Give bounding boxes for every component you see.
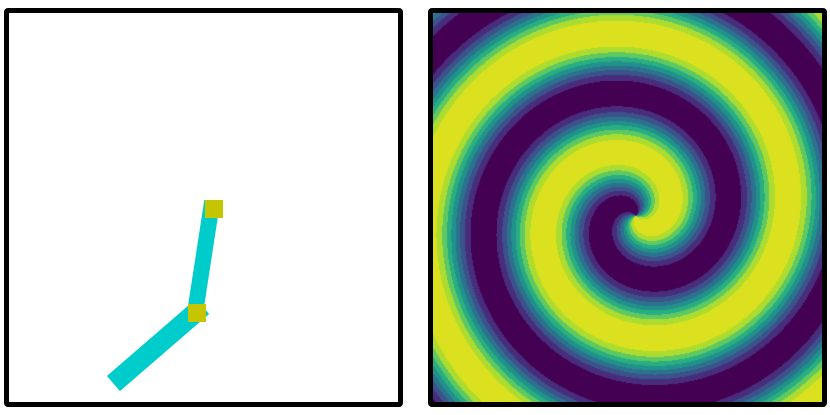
arm-link-lower (106, 298, 210, 392)
spiral-heatmap-panel (428, 8, 827, 407)
spiral-heatmap (433, 13, 822, 402)
arm-link-upper (185, 199, 221, 323)
arm-joint-elbow (188, 304, 206, 322)
robot-arm-panel (4, 8, 403, 407)
robot-arm-canvas (9, 13, 398, 402)
arm-end-effector (205, 200, 223, 218)
